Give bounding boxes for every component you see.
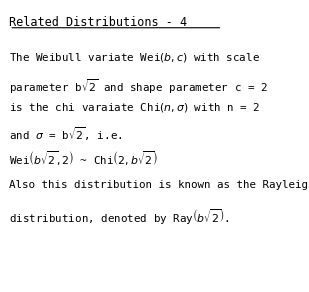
Text: The Weibull variate Wei$\left(\mathit{b},\mathit{c}\right)$ with scale: The Weibull variate Wei$\left(\mathit{b}… bbox=[9, 51, 260, 64]
Text: Wei$\left(\mathit{b}\sqrt{2},2\right)$ ~ Chi$\left(2,\mathit{b}\sqrt{2}\right)$: Wei$\left(\mathit{b}\sqrt{2},2\right)$ ~… bbox=[9, 149, 159, 167]
Text: distribution, denoted by Ray$\left(\mathit{b}\sqrt{2}\right)$.: distribution, denoted by Ray$\left(\math… bbox=[9, 207, 230, 226]
Text: is the chi varaiate Chi$\left(\mathit{n},\sigma\right)$ with n = 2: is the chi varaiate Chi$\left(\mathit{n}… bbox=[9, 101, 261, 114]
Text: parameter b$\sqrt{2}$ and shape parameter c = 2: parameter b$\sqrt{2}$ and shape paramete… bbox=[9, 77, 268, 96]
Text: and $\sigma$ = b$\sqrt{2}$, i.e.: and $\sigma$ = b$\sqrt{2}$, i.e. bbox=[9, 126, 123, 143]
Text: Also this distribution is known as the Rayleigh: Also this distribution is known as the R… bbox=[9, 180, 309, 190]
Text: Related Distributions - 4: Related Distributions - 4 bbox=[9, 16, 187, 29]
